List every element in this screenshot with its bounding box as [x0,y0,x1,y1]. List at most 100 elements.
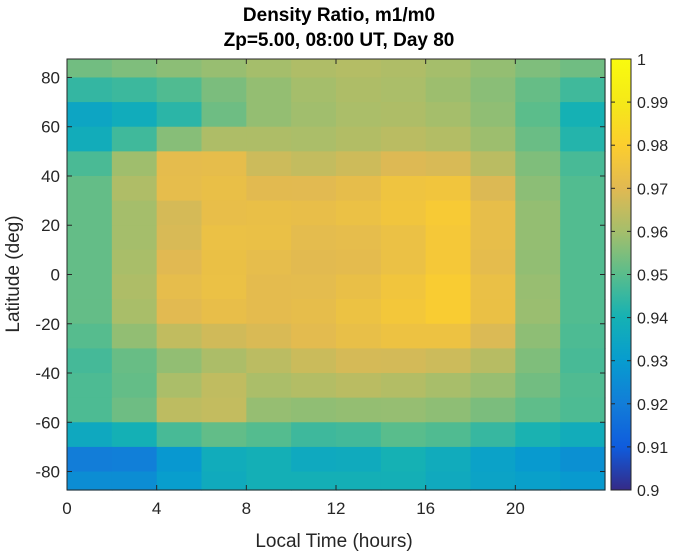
contour-cell [425,323,472,349]
contour-cell [201,323,247,349]
contour-cell [470,151,516,177]
y-tick-label: 40 [41,167,60,186]
contour-cell [246,102,292,128]
contour-cell [380,200,427,226]
contour-cell [246,200,292,226]
contour-cell [111,59,158,79]
contour-cell [336,274,382,300]
contour-cell [156,471,203,491]
contour-cell [291,323,337,349]
contour-cell [380,59,427,79]
colorbar-tick-label: 0.99 [637,95,668,112]
contour-cell [380,126,427,152]
x-axis-label: Local Time (hours) [255,531,412,552]
contour-cell [515,249,561,276]
contour-cell [201,299,247,325]
contour-cell [336,471,382,491]
contour-cell [246,126,292,152]
contour-cell [425,471,472,491]
contour-cell [67,373,113,399]
contour-cell [470,397,516,423]
contour-cell [291,373,337,399]
contour-cell [560,126,606,152]
contour-cell [156,126,203,152]
contour-cell [111,299,158,325]
contour-cell [156,249,203,276]
contour-cell [560,151,606,177]
contour-cell [336,249,382,276]
y-tick-label: -20 [35,315,60,334]
contour-cell [156,446,203,473]
contour-cell [336,175,382,202]
contour-cell [67,299,113,325]
contour-cell [291,59,337,79]
colorbar-tick-label: 0.94 [637,311,668,328]
x-tick-label: 12 [327,499,346,518]
contour-cell [560,471,606,491]
contour-cell [291,77,337,103]
y-axis-ticks: -80 -60 -40 -20 0 20 40 60 80 [35,68,605,482]
contour-cell [156,299,203,325]
contour-cell [380,446,427,473]
x-tick-label: 16 [416,499,435,518]
x-tick-label: 4 [152,499,161,518]
contour-cell [336,348,382,374]
contour-cell [470,299,516,325]
x-axis-ticks: 0 4 8 12 16 20 [62,59,525,518]
contour-cell [560,59,606,79]
contour-cell [201,446,247,473]
contour-cell [425,200,472,226]
contour-cell [336,397,382,423]
contour-cell [156,102,203,128]
contour-cell [291,126,337,152]
contour-cell [336,422,382,448]
contour-cell [380,225,427,251]
contour-cell [291,446,337,473]
contour-cell [470,274,516,300]
contour-cell [380,77,427,103]
contour-cell [201,59,247,79]
contour-cell [201,274,247,300]
contour-cell [246,397,292,423]
contour-cell [425,77,472,103]
contour-cell [515,77,561,103]
contour-cell [515,471,561,491]
contour-cell [111,323,158,349]
contour-cell [470,323,516,349]
contour-cell [470,249,516,276]
contour-cell [425,274,472,300]
contour-cell [246,249,292,276]
contour-cell [380,397,427,423]
contour-cell [380,151,427,177]
colorbar-tick-label: 0.97 [637,181,668,198]
contour-cell [425,249,472,276]
contour-cell [380,249,427,276]
contour-cell [380,471,427,491]
y-tick-label: 20 [41,216,60,235]
y-tick-label: 80 [41,68,60,87]
contour-cell [201,422,247,448]
contour-cell [380,299,427,325]
contour-cell [67,151,113,177]
contour-cell [67,446,113,473]
contour-cell [201,200,247,226]
contour-cell [470,471,516,491]
colorbar-tick-label: 0.93 [637,354,668,371]
contour-cell [515,126,561,152]
contour-cell [111,102,158,128]
contour-cell [425,422,472,448]
contour-cell [291,151,337,177]
contour-cell [425,175,472,202]
contour-cell [515,274,561,300]
contour-cell [67,200,113,226]
contour-cell [380,274,427,300]
contour-cell [201,348,247,374]
y-tick-label: 0 [51,266,60,285]
contour-cell [156,175,203,202]
contour-cell [336,446,382,473]
contour-cell [201,471,247,491]
contour-cell [246,151,292,177]
contour-cell [336,200,382,226]
contour-cell [560,323,606,349]
